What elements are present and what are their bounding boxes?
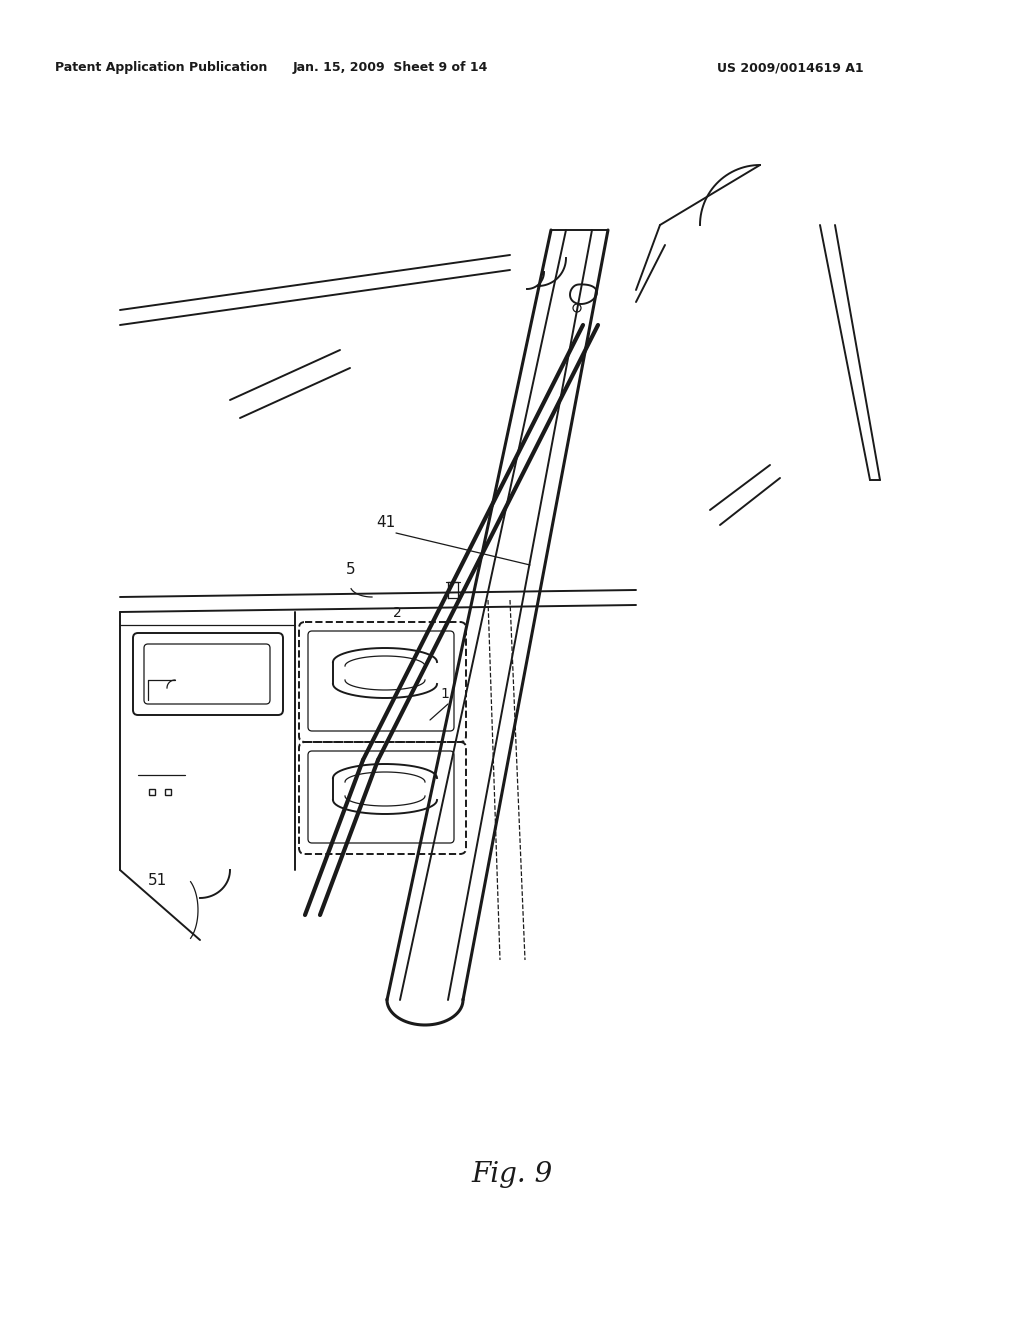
Text: 41: 41 (376, 515, 395, 531)
Text: 2: 2 (393, 606, 401, 620)
Text: 51: 51 (148, 873, 167, 888)
Text: 1: 1 (440, 686, 449, 701)
Text: Jan. 15, 2009  Sheet 9 of 14: Jan. 15, 2009 Sheet 9 of 14 (292, 62, 487, 74)
Text: US 2009/0014619 A1: US 2009/0014619 A1 (717, 62, 863, 74)
Text: Fig. 9: Fig. 9 (471, 1162, 553, 1188)
Text: 5: 5 (346, 562, 355, 577)
Text: Patent Application Publication: Patent Application Publication (55, 62, 267, 74)
